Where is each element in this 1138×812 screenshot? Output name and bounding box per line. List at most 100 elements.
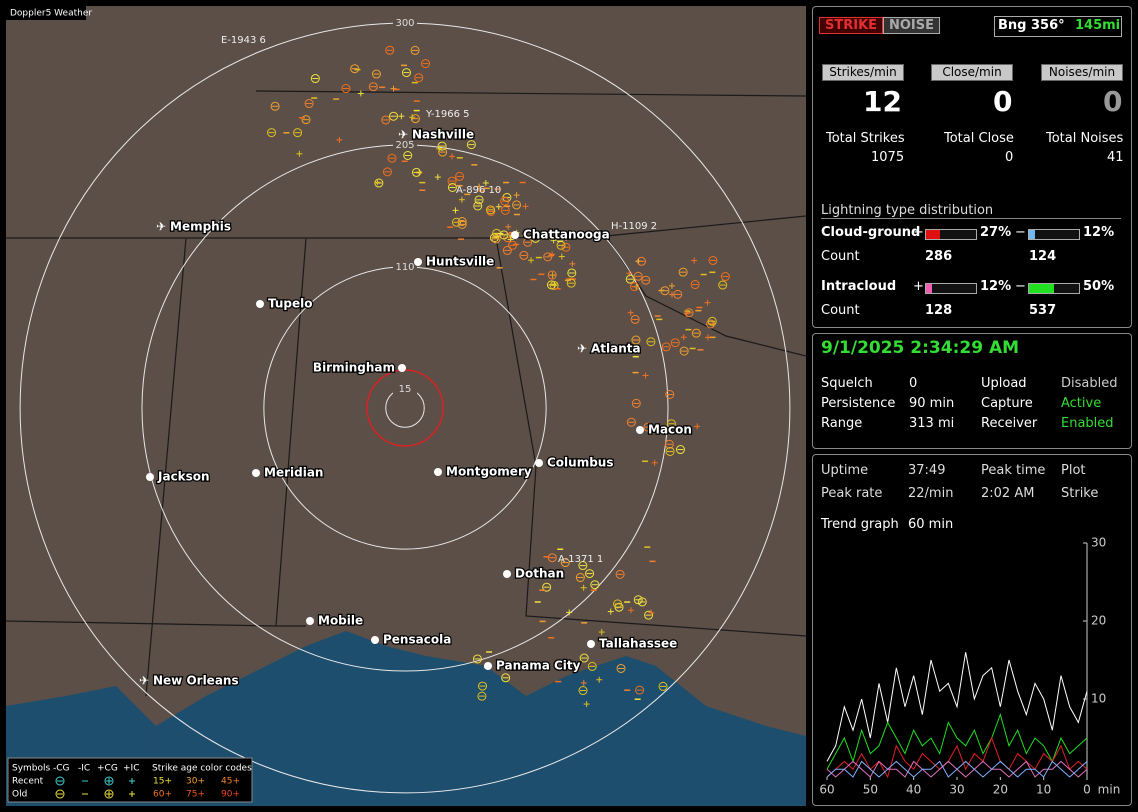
strike-symbol [675,445,685,455]
strike-symbol [626,417,636,427]
dist-bar [925,229,977,240]
strike-symbol [499,230,509,240]
field: Range [821,416,863,431]
strike-symbol [368,82,378,92]
city-label: Jackson [157,470,210,484]
storm-label: A-896 10 [456,185,501,196]
strike-symbol [381,115,391,125]
count-label: Count [821,249,860,264]
x-tick-label: 50 [863,783,878,797]
strike-symbol [585,569,595,579]
strike-symbol [267,128,277,138]
bearing-box: Bng 356° 145mi [994,16,1122,37]
legend-age: 75+ [186,790,205,800]
count-value: 286 [925,249,953,264]
status-panel: STRIKE NOISE Bng 356° 145mi Strikes/min … [812,6,1132,328]
field: Enabled [1061,416,1114,431]
title-bg [6,6,86,20]
x-tick-label: 40 [906,783,921,797]
total-label: Total Strikes [826,131,905,146]
field: Receiver [981,416,1038,431]
strike-symbol [690,280,700,290]
strike-symbol [578,686,588,696]
strike-symbol [438,147,448,157]
dist-bar [1028,283,1080,294]
datetime: 9/1/2025 2:34:29 AM [821,338,1020,358]
legend-age: 15+ [153,777,172,787]
strike-symbol [410,114,420,124]
trend-label: Trend graph [821,517,899,532]
field: Strike [1061,486,1099,501]
strike-symbol [304,99,314,109]
trend-line [826,760,1088,778]
ring-label-bg [393,17,417,30]
strike-symbol [549,280,559,290]
strike-symbol [451,217,461,227]
rate-value: 12 [863,85,902,118]
field: 313 mi [909,416,955,431]
count-value: 537 [1029,303,1057,318]
strike-symbol [633,271,643,281]
city-dot [511,231,519,239]
strike-symbol [457,216,467,226]
city-label: Montgomery [446,465,532,479]
strike-symbol [661,342,671,352]
airport-icon: ✈ [398,128,408,142]
strike-symbol [301,115,311,125]
dist-pct: 50% [1083,279,1115,294]
strike-symbol [414,73,424,83]
strike-symbol [466,140,476,150]
strike-symbol [679,346,689,356]
strike-symbol [631,335,641,345]
strike-symbol [575,573,585,583]
strike-symbol [500,196,510,206]
total-label: Total Noises [1046,131,1124,146]
strike-symbol [616,663,626,673]
strike-symbol [644,610,654,620]
stats-panel: Uptime 37:49 Peak time Plot Peak rate 22/min 2… [812,454,1132,806]
strike-symbol [630,282,640,292]
field: Capture [981,396,1033,411]
cities: ✈ Nashville ✈ Memphis Chattanooga Huntsville T… [139,126,693,689]
noise-button[interactable]: NOISE [883,17,941,34]
rate-label: Strikes/min [822,64,904,81]
field: Squelch [821,376,873,391]
strike-symbol [665,390,675,400]
strike-symbol [579,653,589,663]
city-label: Dothan [515,567,564,581]
strike-symbol [455,171,465,181]
city-label: Pensacola [383,633,451,647]
y-tick-label: 30 [1091,536,1106,550]
total-value: 1075 [871,150,905,165]
strike-symbol [542,582,552,592]
dist-pct: 12% [980,279,1012,294]
storm-label: A-1371 1 [558,554,603,565]
ring-label-bg [393,138,417,151]
dist-sign: + [913,279,924,294]
storm-label: Y-1966 5 [425,109,470,120]
strike-symbol [411,167,421,177]
strike-symbol [670,338,680,348]
strike-symbol [512,200,522,210]
strike-symbol [643,422,653,432]
strike-symbol [560,558,570,568]
strike-symbol [389,111,399,121]
strike-symbol [485,205,495,215]
trend-line [826,652,1088,762]
city-dot [146,473,154,481]
strike-symbol [691,328,701,338]
strike-symbol [543,252,553,262]
city-label: Birmingham [313,361,395,375]
dist-sign: − [1015,279,1026,294]
strike-symbol [673,289,683,299]
strike-symbol [547,270,557,280]
strike-symbol [613,599,623,609]
strike-symbol [350,64,360,74]
x-tick-label: 0 [1083,783,1091,797]
strike-symbol [502,245,512,255]
ring-label: 110 [395,262,414,273]
strike-button[interactable]: STRIKE [819,17,884,34]
distance: 145mi [1075,18,1121,33]
strike-symbol [678,267,688,277]
strike-symbol [523,237,533,247]
